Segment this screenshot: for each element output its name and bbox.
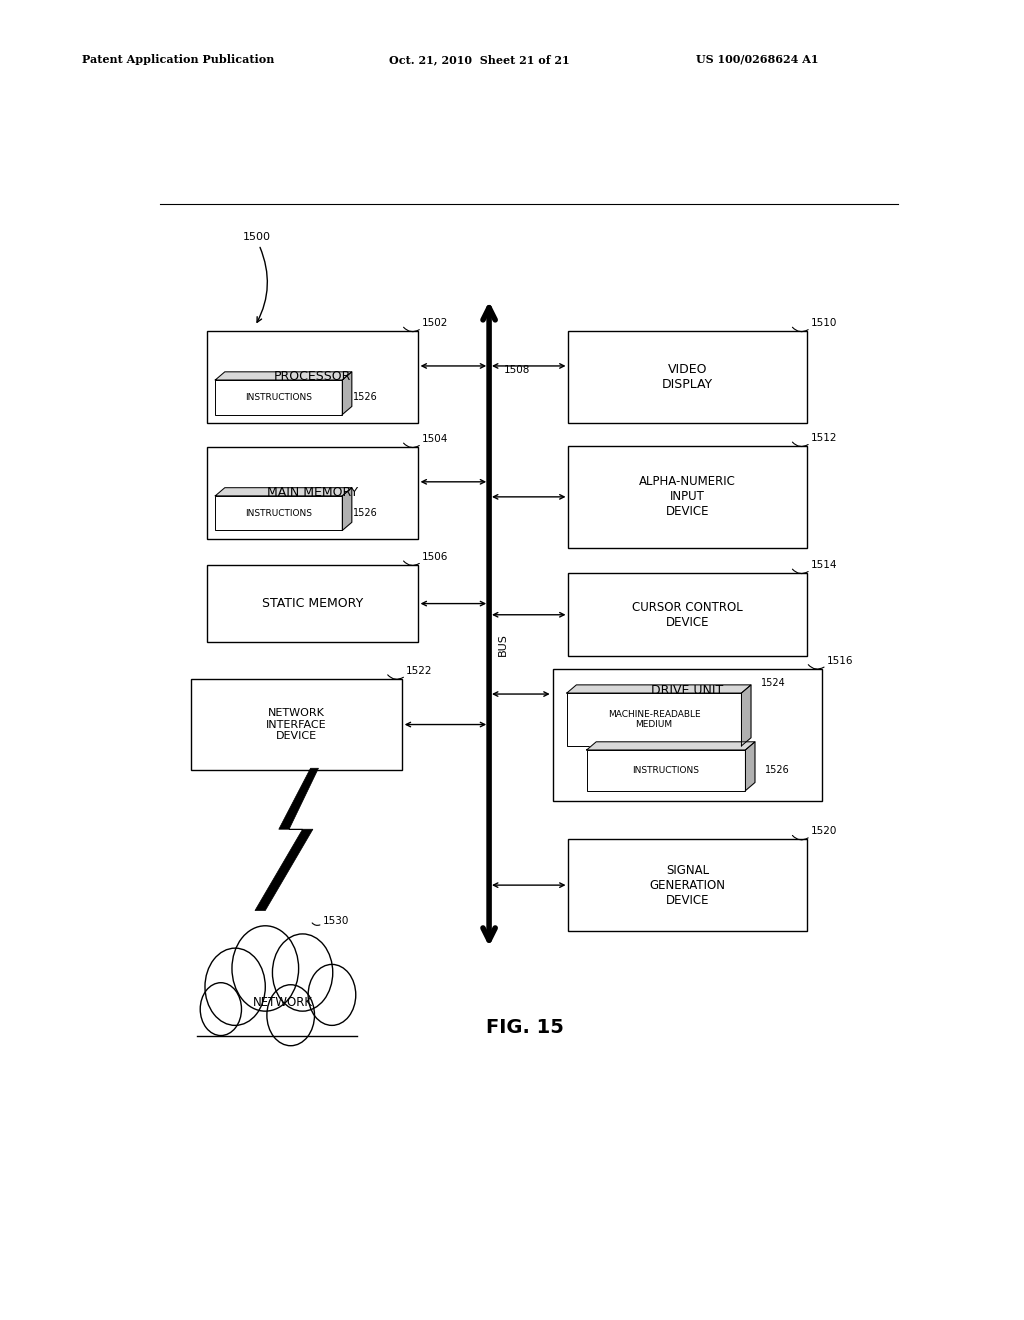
Text: 1526: 1526 bbox=[765, 766, 790, 775]
Text: Oct. 21, 2010  Sheet 21 of 21: Oct. 21, 2010 Sheet 21 of 21 bbox=[389, 54, 569, 65]
Polygon shape bbox=[745, 742, 755, 791]
Text: 1502: 1502 bbox=[422, 318, 449, 329]
Text: FIG. 15: FIG. 15 bbox=[485, 1018, 564, 1038]
Circle shape bbox=[267, 985, 314, 1045]
Text: 1514: 1514 bbox=[811, 560, 837, 570]
Text: 1504: 1504 bbox=[422, 434, 449, 444]
Circle shape bbox=[308, 965, 355, 1026]
Polygon shape bbox=[215, 487, 352, 496]
Polygon shape bbox=[215, 372, 352, 380]
Bar bbox=[553, 669, 822, 801]
Text: CURSOR CONTROL
DEVICE: CURSOR CONTROL DEVICE bbox=[632, 601, 742, 628]
Text: MACHINE-READABLE
MEDIUM: MACHINE-READABLE MEDIUM bbox=[608, 710, 700, 729]
Polygon shape bbox=[255, 768, 318, 911]
Circle shape bbox=[232, 925, 299, 1011]
Text: US 100/0268624 A1: US 100/0268624 A1 bbox=[696, 54, 819, 65]
Polygon shape bbox=[342, 372, 352, 414]
Text: DRIVE UNIT: DRIVE UNIT bbox=[651, 684, 724, 697]
Circle shape bbox=[205, 948, 265, 1026]
Bar bbox=[215, 380, 342, 414]
Bar bbox=[568, 840, 807, 931]
Bar bbox=[568, 446, 807, 548]
Bar bbox=[568, 331, 807, 422]
Text: 1524: 1524 bbox=[761, 678, 786, 688]
Bar bbox=[191, 678, 401, 771]
Text: INSTRUCTIONS: INSTRUCTIONS bbox=[246, 508, 312, 517]
Text: NETWORK: NETWORK bbox=[253, 995, 312, 1008]
Bar bbox=[587, 750, 745, 791]
Bar bbox=[207, 447, 418, 539]
Circle shape bbox=[201, 982, 242, 1036]
Text: 1520: 1520 bbox=[811, 826, 837, 837]
Text: PROCESSOR: PROCESSOR bbox=[273, 371, 351, 383]
Bar bbox=[215, 496, 342, 531]
Text: 1512: 1512 bbox=[811, 433, 837, 444]
Bar bbox=[207, 331, 418, 422]
Text: 1530: 1530 bbox=[323, 916, 349, 925]
Text: SIGNAL
GENERATION
DEVICE: SIGNAL GENERATION DEVICE bbox=[649, 863, 725, 907]
Polygon shape bbox=[587, 742, 755, 750]
Text: VIDEO
DISPLAY: VIDEO DISPLAY bbox=[662, 363, 713, 391]
Text: 1500: 1500 bbox=[243, 232, 271, 242]
Text: BUS: BUS bbox=[499, 632, 508, 656]
Text: STATIC MEMORY: STATIC MEMORY bbox=[262, 597, 364, 610]
Polygon shape bbox=[741, 685, 751, 746]
Text: 1526: 1526 bbox=[352, 392, 377, 403]
Polygon shape bbox=[567, 685, 751, 693]
Bar bbox=[568, 573, 807, 656]
Text: 1522: 1522 bbox=[406, 665, 432, 676]
Text: INSTRUCTIONS: INSTRUCTIONS bbox=[633, 766, 699, 775]
Text: INSTRUCTIONS: INSTRUCTIONS bbox=[246, 393, 312, 401]
Text: Patent Application Publication: Patent Application Publication bbox=[82, 54, 274, 65]
Circle shape bbox=[272, 935, 333, 1011]
Text: 1516: 1516 bbox=[826, 656, 853, 665]
Text: MAIN MEMORY: MAIN MEMORY bbox=[267, 486, 358, 499]
Text: ALPHA-NUMERIC
INPUT
DEVICE: ALPHA-NUMERIC INPUT DEVICE bbox=[639, 475, 736, 519]
Bar bbox=[567, 693, 741, 746]
Text: 1508: 1508 bbox=[504, 364, 529, 375]
Polygon shape bbox=[342, 487, 352, 531]
Bar bbox=[207, 565, 418, 643]
Bar bbox=[191, 1002, 374, 1043]
Text: NETWORK
INTERFACE
DEVICE: NETWORK INTERFACE DEVICE bbox=[266, 708, 327, 741]
Text: 1526: 1526 bbox=[352, 508, 377, 519]
Text: 1506: 1506 bbox=[422, 552, 449, 562]
Text: 1510: 1510 bbox=[811, 318, 837, 329]
